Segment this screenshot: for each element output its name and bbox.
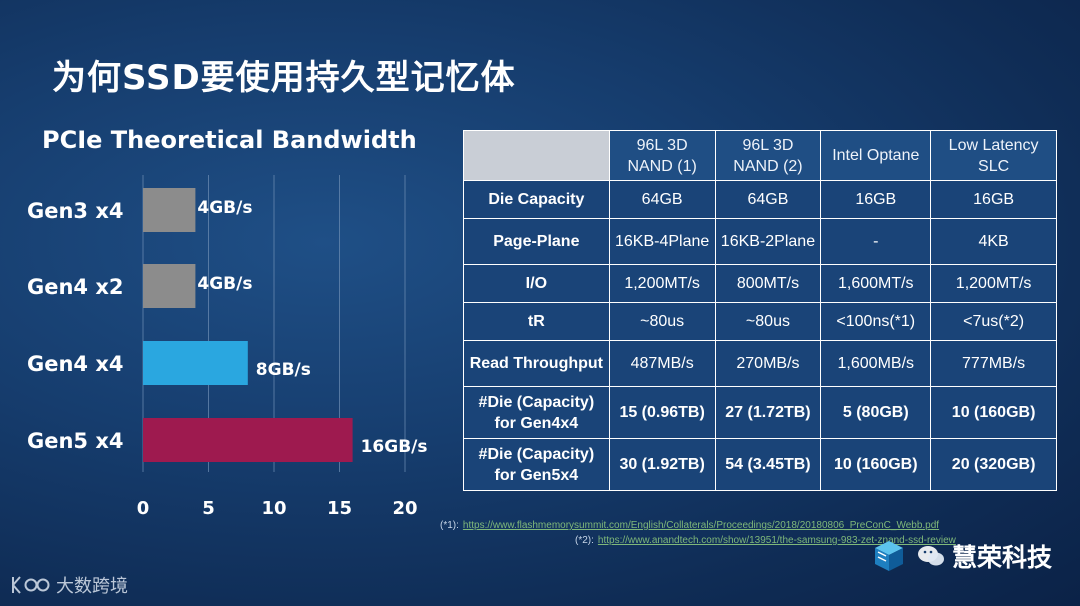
footnote-label: (*2): [575,535,594,546]
table-row: I/O 1,200MT/s 800MT/s 1,600MT/s 1,200MT/s [463,264,1057,303]
table-cell: 20 (320GB) [930,438,1057,491]
footnote-label: (*1): [440,520,459,531]
chart-title: PCIe Theoretical Bandwidth [42,126,417,154]
table-cell: 64GB [714,180,822,219]
table-cell: 270MB/s [714,340,822,387]
table-row: #Die (Capacity) for Gen5x4 30 (1.92TB) 54 … [463,438,1057,491]
table-cell: 15 (0.96TB) [608,386,716,439]
table-row: #Die (Capacity) for Gen4x4 15 (0.96TB) 27 … [463,386,1057,439]
table-cell: ~80us [714,302,822,341]
table-corner-cell [463,130,610,181]
row-header: Die Capacity [463,180,610,219]
table-row: tR ~80us ~80us <100ns(*1) <7us(*2) [463,302,1057,341]
table-cell: 1,200MT/s [608,264,716,303]
footnote-link[interactable]: https://www.flashmemorysummit.com/Englis… [462,520,940,531]
table-cell: 4KB [930,218,1057,265]
footnote-1: (*1): https://www.flashmemorysummit.com/… [440,520,1060,535]
x-tick-label: 5 [202,498,215,519]
column-header: Low Latency SLC [930,130,1057,181]
table-cell: 64GB [608,180,716,219]
table-cell: 54 (3.45TB) [714,438,822,491]
column-header: 96L 3D NAND (2) [714,130,822,181]
footnote-2: (*2): https://www.anandtech.com/show/139… [440,535,1060,550]
row-header: #Die (Capacity) for Gen5x4 [463,438,610,491]
bar [143,264,196,308]
bandwidth-bar-chart: Gen3 x4 Gen4 x2 Gen4 x4 Gen5 x4 4GB/s 4GB/s 8G… [27,175,428,519]
slide-title: 为何SSD要使用持久型记忆体 [52,58,516,98]
nand-comparison-table: 96L 3D NAND (1) 96L 3D NAND (2) Intel Op… [463,130,1057,491]
bar [143,341,248,385]
watermark-text: 大数跨境 [56,576,128,597]
row-header: Page-Plane [463,218,610,265]
bar [143,418,353,462]
table-cell: ~80us [608,302,716,341]
table-cell: 16GB [930,180,1057,219]
value-label: 16GB/s [361,437,428,457]
value-label: 4GB/s [197,198,252,218]
table-row: Read Throughput 487MB/s 270MB/s 1,600MB/s 77… [463,340,1057,387]
row-header: tR [463,302,610,341]
table-cell: <100ns(*1) [820,302,932,341]
table-row: Die Capacity 64GB 64GB 16GB 16GB [463,180,1057,219]
row-header: #Die (Capacity) for Gen4x4 [463,386,610,439]
footnote-link[interactable]: https://www.anandtech.com/show/13951/the… [597,535,956,546]
value-label: 4GB/s [197,274,252,294]
cube-logo-icon [874,541,903,571]
watermark: 大数跨境 [10,572,128,598]
wechat-icon [917,546,944,566]
bar [143,188,196,232]
brand-logo: 慧荣科技 [872,538,1052,574]
table-cell: <7us(*2) [930,302,1057,341]
column-header: 96L 3D NAND (1) [608,130,716,181]
category-label: Gen3 x4 [27,199,124,223]
x-tick-label: 0 [137,498,150,519]
brand-name: 慧荣科技 [951,543,1052,572]
value-label: 8GB/s [256,360,311,380]
table-cell: 27 (1.72TB) [714,386,822,439]
table-cell: 30 (1.92TB) [608,438,716,491]
table-cell: 1,600MT/s [820,264,932,303]
table-cell: 1,200MT/s [930,264,1057,303]
category-label: Gen4 x4 [27,352,124,376]
row-header: Read Throughput [463,340,610,387]
category-label: Gen5 x4 [27,429,124,453]
table-cell: 10 (160GB) [820,438,932,491]
x-tick-label: 20 [392,498,417,519]
column-header: Intel Optane [820,130,932,181]
table-cell: 777MB/s [930,340,1057,387]
x-tick-label: 15 [327,498,352,519]
table-cell: 16KB-2Plane [714,218,822,265]
row-header: I/O [463,264,610,303]
footnotes: (*1): https://www.flashmemorysummit.com/… [440,520,1060,550]
table-cell: 10 (160GB) [930,386,1057,439]
table-cell: 5 (80GB) [820,386,932,439]
x-tick-label: 10 [261,498,286,519]
table-cell: 487MB/s [608,340,716,387]
table-cell: - [820,218,932,265]
table-cell: 16GB [820,180,932,219]
watermark-logo-icon [12,576,50,594]
table-cell: 16KB-4Plane [608,218,716,265]
table-row: Page-Plane 16KB-4Plane 16KB-2Plane -4KB [463,218,1057,265]
category-label: Gen4 x2 [27,275,124,299]
table-cell: 1,600MB/s [820,340,932,387]
table-cell: 800MT/s [714,264,822,303]
